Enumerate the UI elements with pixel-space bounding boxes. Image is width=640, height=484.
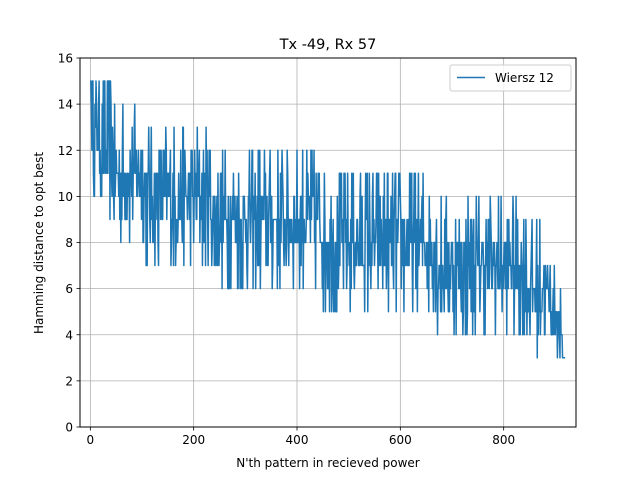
y-tick-label: 8: [65, 236, 73, 250]
y-axis-label: Hamming distance to opt best: [32, 152, 46, 334]
y-tick-label: 12: [58, 144, 73, 158]
series-line-wiersz-12: [90, 80, 566, 359]
legend-label: Wiersz 12: [495, 71, 554, 85]
x-tick-label: 400: [286, 433, 309, 447]
x-tick-label: 600: [389, 433, 412, 447]
x-tick-label: 800: [492, 433, 515, 447]
y-tick-label: 14: [58, 98, 73, 112]
y-tick-label: 10: [58, 190, 73, 204]
series-layer: [90, 80, 566, 359]
x-tick-label: 0: [87, 433, 95, 447]
y-tick-label: 4: [65, 328, 73, 342]
x-tick-label: 200: [182, 433, 205, 447]
chart-title: Tx -49, Rx 57: [279, 37, 377, 53]
legend: Wiersz 12: [449, 64, 572, 92]
y-tick-label: 2: [65, 374, 73, 388]
y-tick-label: 16: [58, 52, 73, 66]
x-axis-ticks: 0 200 400 600 800: [87, 427, 515, 447]
y-tick-label: 6: [65, 282, 73, 296]
y-tick-label: 0: [65, 421, 73, 435]
y-axis-ticks: 0 2 4 6 8 10 12 14 16: [58, 52, 80, 435]
x-axis-label: N'th pattern in recieved power: [236, 456, 420, 470]
legend-box: [449, 64, 572, 92]
